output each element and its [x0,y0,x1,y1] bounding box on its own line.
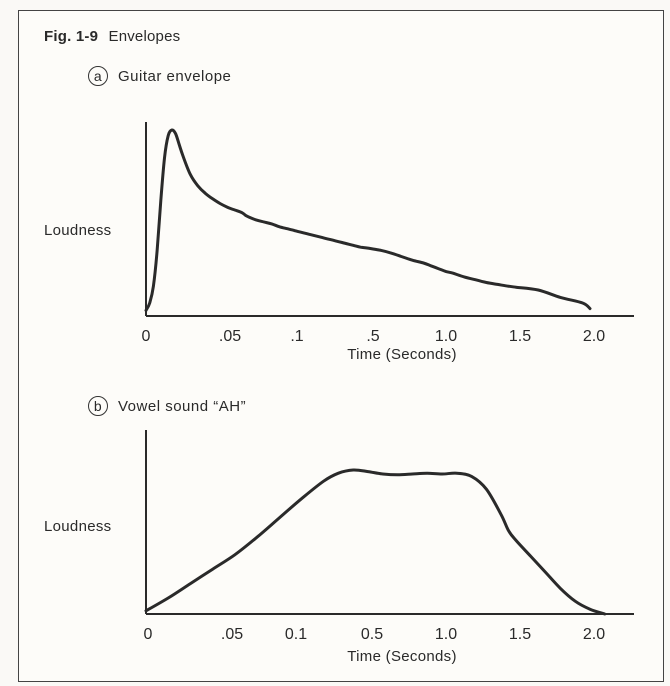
figure-title: Fig. 1-9 Envelopes [44,28,180,45]
panel-b-y-axis-label: Loudness [44,518,112,535]
panel-a-x-tick-label: .5 [366,328,379,345]
panel-b-x-tick-label: 0.1 [285,626,307,643]
panel-a-envelope-line-0 [144,128,592,312]
panel-b-x-axis-label: Time (Seconds) [347,648,457,665]
panel-a-x-axis-label: Time (Seconds) [347,346,457,363]
panel-b-x-tick-label: 0 [144,626,153,643]
panel-b-x-tick-label: 0.5 [361,626,383,643]
panel-a-x-tick-label: 2.0 [583,328,605,345]
panel-b-letter-icon: b [88,396,108,416]
panel-a-letter-icon: a [88,66,108,86]
panel-a-x-tick-label: .1 [290,328,303,345]
figure-frame [18,10,664,682]
figure-number: Fig. 1-9 [44,28,99,45]
panel-b-x-tick-label: 1.5 [509,626,531,643]
panel-a-title: Guitar envelope [118,67,232,85]
panel-a-x-tick-label: 1.0 [435,328,457,345]
panel-b-envelope-line-0 [144,468,607,616]
panel-a-x-tick-label: .05 [219,328,241,345]
panel-b-title: Vowel sound “AH” [118,397,247,415]
panel-b-x-tick-label: 2.0 [583,626,605,643]
panel-b-x-tick-label: 1.0 [435,626,457,643]
panel-a-x-tick-label: 0 [142,328,151,345]
figure-caption: Envelopes [108,28,181,45]
panel-b-x-tick-label: .05 [221,626,243,643]
panel-b-label: b Vowel sound “AH” [88,396,246,416]
panel-a-x-tick-label: 1.5 [509,328,531,345]
panel-a-y-axis-label: Loudness [44,222,112,239]
panel-a-label: a Guitar envelope [88,66,231,86]
